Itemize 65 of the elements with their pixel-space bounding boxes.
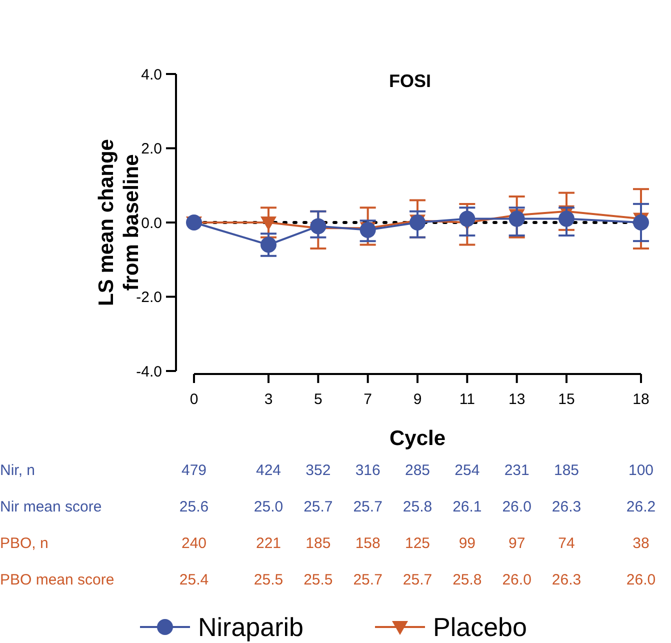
text: 424: [256, 462, 282, 479]
point: [633, 214, 649, 230]
text: 26.2: [626, 498, 656, 516]
text: 185: [306, 535, 331, 552]
x-tick-label: 7: [364, 391, 372, 408]
y-tick-label: 4.0: [141, 66, 162, 84]
text: 231: [504, 462, 530, 479]
x-tick-label: 5: [314, 391, 322, 408]
point: [260, 216, 276, 230]
text: 25.6: [179, 498, 209, 516]
text: 125: [404, 535, 430, 552]
text: 74: [558, 535, 575, 552]
point: [310, 218, 326, 234]
x-axis-title: Cycle: [389, 427, 446, 450]
y-tick-label: 0.0: [141, 214, 162, 232]
text: Nir mean score: [0, 498, 102, 516]
text: 285: [404, 462, 430, 479]
text: 25.8: [402, 498, 432, 516]
text: 25.5: [254, 572, 284, 588]
text: 25.0: [254, 498, 284, 516]
text: 25.8: [452, 572, 482, 588]
text: 97: [508, 535, 526, 552]
text: 158: [355, 535, 380, 552]
text: 221: [256, 535, 282, 552]
text: 26.0: [502, 572, 532, 588]
text: 185: [554, 462, 580, 479]
point: [558, 210, 574, 227]
chart-title: FOSI: [388, 71, 432, 91]
text: 25.7: [402, 572, 432, 588]
x-tick-label: 0: [190, 391, 198, 408]
text: PBO, n: [0, 535, 48, 552]
text: 99: [458, 535, 476, 552]
text: 38: [632, 535, 650, 552]
y-tick-label: -4.0: [136, 363, 162, 380]
x-tick-label: 18: [632, 391, 650, 408]
text: 479: [181, 462, 207, 479]
text: PBO mean score: [0, 572, 114, 588]
text: 26.3: [552, 572, 582, 588]
y-tick-label: -2.0: [136, 289, 162, 306]
y-tick-label: 2.0: [141, 140, 162, 158]
text: 316: [355, 462, 380, 479]
x-tick-label: 3: [264, 391, 273, 408]
point: [459, 210, 476, 227]
text: 25.7: [353, 498, 382, 516]
text: 100: [628, 462, 654, 479]
point: [260, 236, 276, 253]
text: 25.7: [304, 498, 333, 516]
x-tick-label: 15: [558, 391, 575, 408]
text: 352: [306, 462, 331, 479]
text: 240: [181, 535, 207, 552]
x-tick-label: 11: [459, 391, 475, 408]
text: 26.3: [552, 498, 582, 516]
text: Nir, n: [0, 462, 36, 479]
text: 25.4: [179, 572, 209, 588]
text: 26.0: [626, 572, 656, 588]
point: [508, 210, 525, 227]
text: 26.0: [502, 498, 532, 516]
legend-label: Niraparib: [198, 612, 304, 642]
text: 25.5: [304, 572, 333, 588]
x-tick-label: 9: [413, 391, 422, 408]
x-tick-label: 13: [508, 391, 526, 408]
text: 26.1: [452, 498, 482, 516]
text: 25.7: [353, 572, 382, 588]
legend-label: Placebo: [433, 612, 527, 642]
text: 254: [454, 462, 480, 479]
